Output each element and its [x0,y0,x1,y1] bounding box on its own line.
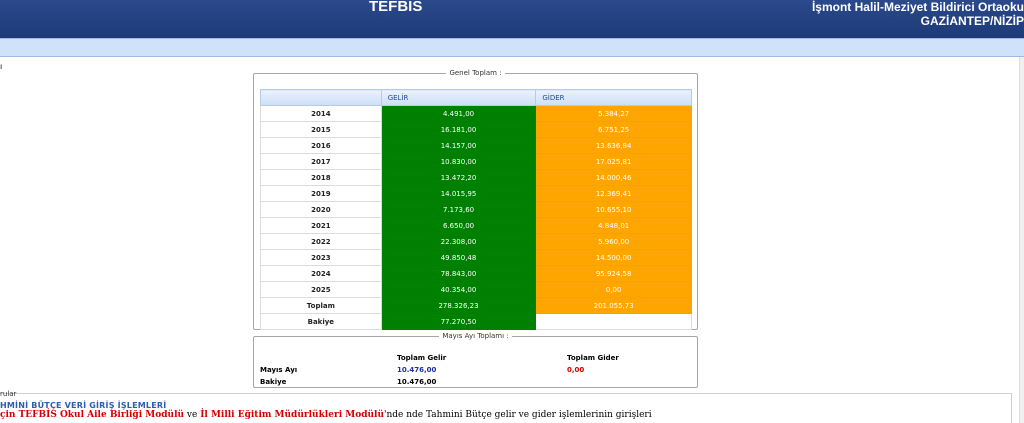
mem-module-link[interactable]: İl Milli Eğitim Müdürlükleri Modülü [200,410,385,420]
announcements-label: rular [0,390,17,398]
tefbis-module-link[interactable]: çin TEFBİS Okul Aile Birliği Modülü [0,410,185,420]
app-header: TEFBİS İşmont Halil-Meziyet Bildirici Or… [0,0,1024,38]
gelir-cell: 49.850,48 [380,249,537,266]
gider-cell: 201.055,73 [535,297,692,314]
year-cell: 2016 [260,137,382,154]
year-cell: 2023 [260,249,382,266]
year-cell: 2014 [260,105,382,122]
mayis-bakiye-value: 10.476,00 [397,378,437,386]
gelir-cell: 40.354,00 [380,281,537,298]
table-row: 2023 49.850,48 14.500,00 [260,249,692,266]
table-row: 2017 10.830,00 17.025,81 [260,153,692,170]
bakiye-row: Bakiye 77.270,50 [260,313,692,330]
announcement-conjunction: ve [184,410,201,420]
announcement-rest: 'nde nde Tahmini Bütçe gelir ve gider iş… [384,410,652,420]
mayis-gider-value: 0,00 [567,366,585,374]
announcement-text: çin TEFBİS Okul Aile Birliği Modülü ve İ… [0,410,652,420]
year-cell: 2022 [260,233,382,250]
year-cell: 2021 [260,217,382,234]
gider-cell: 14.500,00 [535,249,692,266]
gelir-cell: 16.181,00 [380,121,537,138]
announcement-heading[interactable]: HMİNİ BÜTÇE VERİ GİRİŞ İŞLEMLERİ [0,401,167,410]
gider-cell: 5.384,27 [535,105,692,122]
gelir-cell: 13.472,20 [380,169,537,186]
gider-cell: 10.655,10 [535,201,692,218]
year-cell: 2018 [260,169,382,186]
gelir-cell: 14.157,00 [380,137,537,154]
announcements-panel [0,393,1012,423]
bakiye-empty-cell [535,313,692,330]
year-column-header [260,89,382,106]
genel-toplam-legend: Genel Toplam : [449,69,502,77]
year-cell: 2015 [260,121,382,138]
toplam-gelir-header: Toplam Gelir [397,354,447,362]
menu-bar [0,38,1024,57]
year-cell: 2024 [260,265,382,282]
gider-cell: 0,00 [535,281,692,298]
year-cell: Toplam [260,297,382,314]
gelir-column-header: GELİR [380,89,537,106]
table-row: 2019 14.015,95 12.369,41 [260,185,692,202]
gider-cell: 13.636,84 [535,137,692,154]
gider-cell: 12.369,41 [535,185,692,202]
mayis-ayi-panel: Mayıs Ayı Toplamı : Toplam Gelir Toplam … [253,332,698,388]
bakiye-label: Bakiye [260,313,382,330]
year-cell: 2020 [260,201,382,218]
table-row: 2015 16.181,00 6.751,25 [260,121,692,138]
vertical-scrollbar[interactable] [1019,57,1024,423]
table-row: 2025 40.354,00 0,00 [260,281,692,298]
table-row: 2014 4.491,00 5.384,27 [260,105,692,122]
gelir-cell: 278.326,23 [380,297,537,314]
gelir-cell: 4.491,00 [380,105,537,122]
table-row: 2016 14.157,00 13.636,84 [260,137,692,154]
gider-cell: 6.751,25 [535,121,692,138]
table-row: 2020 7.173,60 10.655,10 [260,201,692,218]
genel-toplam-panel: Genel Toplam : GELİR GİDER 2014 4.491,00 5… [253,69,698,330]
gider-column-header: GİDER [535,89,692,106]
gelir-cell: 7.173,60 [380,201,537,218]
table-header-row: GELİR GİDER [260,89,692,106]
gider-cell: 5.960,00 [535,233,692,250]
gider-cell: 14.000,46 [535,169,692,186]
app-title: TEFBİS [369,0,423,15]
gider-cell: 17.025,81 [535,153,692,170]
table-row: 2024 78.843,00 95.924,58 [260,265,692,282]
bakiye-value: 77.270,50 [380,313,537,330]
gelir-cell: 10.830,00 [380,153,537,170]
mayis-bakiye-label: Bakiye [260,378,287,386]
gelir-cell: 78.843,00 [380,265,537,282]
genel-toplam-body: 2014 4.491,00 5.384,27 2015 16.181,00 6.751,2… [260,105,692,330]
table-row: 2021 6.650,00 4.848,01 [260,217,692,234]
gelir-cell: 14.015,95 [380,185,537,202]
mayis-gelir-value: 10.476,00 [397,366,437,374]
year-cell: 2019 [260,185,382,202]
clipped-text: ı [0,62,3,71]
year-cell: 2017 [260,153,382,170]
toplam-gider-header: Toplam Gider [567,354,619,362]
school-location: GAZİANTEP/NİZİP [920,14,1024,28]
year-cell: 2025 [260,281,382,298]
table-row: Toplam 278.326,23 201.055,73 [260,297,692,314]
gelir-cell: 6.650,00 [380,217,537,234]
genel-toplam-table: GELİR GİDER 2014 4.491,00 5.384,27 2015 16.1… [260,89,692,330]
table-row: 2018 13.472,20 14.000,46 [260,169,692,186]
mayis-ayi-legend: Mayıs Ayı Toplamı : [442,332,509,340]
table-row: 2022 22.308,00 5.960,00 [260,233,692,250]
mayis-ayi-label: Mayıs Ayı [260,366,298,374]
gider-cell: 4.848,01 [535,217,692,234]
school-name: İşmont Halil-Meziyet Bildirici Ortaoku [811,0,1024,14]
school-info: İşmont Halil-Meziyet Bildirici Ortaoku G… [812,0,1024,28]
gider-cell: 95.924,58 [535,265,692,282]
gelir-cell: 22.308,00 [380,233,537,250]
